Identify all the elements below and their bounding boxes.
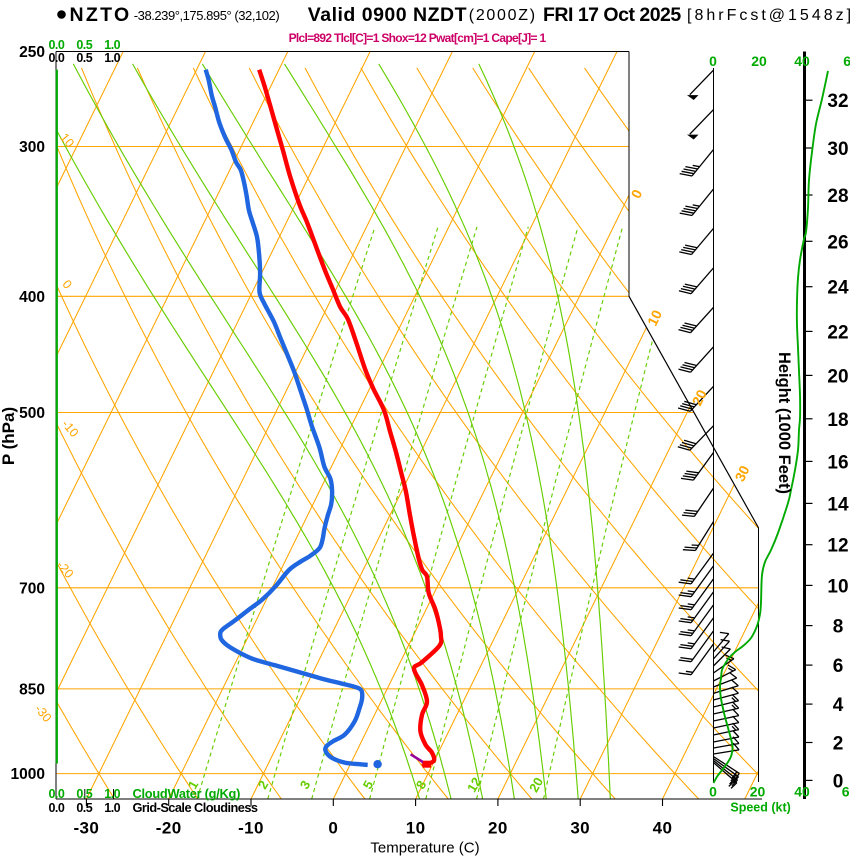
svg-text:40: 40	[794, 53, 810, 69]
svg-text:12: 12	[464, 775, 484, 795]
svg-text:18: 18	[827, 410, 848, 431]
svg-text:Plcl=892 Tlcl[C]=1 Shox=12 Pwa: Plcl=892 Tlcl[C]=1 Shox=12 Pwat[cm]=1 Ca…	[289, 31, 547, 45]
svg-text:28: 28	[827, 186, 848, 207]
svg-text:300: 300	[19, 139, 45, 156]
svg-text:20: 20	[750, 784, 766, 800]
svg-text:14: 14	[827, 494, 849, 515]
svg-text:12: 12	[827, 536, 848, 557]
svg-text:500: 500	[19, 405, 45, 422]
svg-text:NZTO: NZTO	[70, 4, 132, 26]
svg-text:0: 0	[833, 771, 844, 792]
svg-text:1.0: 1.0	[104, 801, 120, 815]
svg-text:20: 20	[751, 53, 767, 69]
svg-text:10: 10	[827, 576, 848, 597]
svg-text:(2000Z): (2000Z)	[469, 7, 537, 24]
svg-text:20: 20	[689, 387, 710, 408]
svg-text:Speed (kt): Speed (kt)	[730, 801, 790, 815]
svg-text:30: 30	[731, 463, 752, 484]
svg-text:1.0: 1.0	[104, 51, 120, 65]
svg-text:1000: 1000	[11, 766, 45, 783]
svg-text:10: 10	[644, 307, 665, 328]
svg-text:26: 26	[827, 232, 848, 253]
svg-text:0: 0	[709, 53, 717, 69]
svg-text:10: 10	[406, 819, 426, 838]
svg-text:16: 16	[827, 452, 848, 473]
svg-text:60: 60	[843, 53, 850, 69]
svg-text:30: 30	[570, 819, 590, 838]
svg-text:0.0: 0.0	[48, 38, 64, 52]
svg-text:20: 20	[827, 366, 848, 387]
svg-text:850: 850	[19, 681, 45, 698]
svg-text:-30: -30	[74, 819, 100, 838]
svg-text:1.0: 1.0	[104, 38, 120, 52]
svg-text:Grid-Scale Cloudiness: Grid-Scale Cloudiness	[133, 800, 258, 815]
svg-text:6: 6	[833, 656, 844, 677]
svg-text:-10: -10	[238, 819, 264, 838]
svg-text:400: 400	[19, 289, 45, 306]
svg-text:0.5: 0.5	[76, 801, 92, 815]
svg-text:Height (1000 Feet): Height (1000 Feet)	[775, 352, 793, 494]
svg-text:0.0: 0.0	[48, 787, 64, 801]
svg-text:20: 20	[488, 819, 508, 838]
svg-text:P (hPa): P (hPa)	[0, 407, 18, 465]
svg-text:-20: -20	[156, 819, 182, 838]
svg-text:2: 2	[833, 734, 844, 755]
svg-text:250: 250	[19, 44, 45, 61]
svg-text:CloudWater (g/Kg): CloudWater (g/Kg)	[133, 786, 241, 801]
svg-text:40: 40	[653, 819, 673, 838]
svg-text:0.0: 0.0	[48, 51, 64, 65]
svg-text:40: 40	[794, 784, 810, 800]
svg-text:0.5: 0.5	[76, 51, 92, 65]
svg-text:Valid 0900 NZDT: Valid 0900 NZDT	[308, 4, 467, 26]
svg-text:1.0: 1.0	[104, 787, 120, 801]
svg-text:20: 20	[526, 775, 546, 795]
svg-text:0: 0	[328, 819, 338, 838]
svg-text:FRI 17 Oct 2025: FRI 17 Oct 2025	[543, 4, 681, 26]
svg-text:0: 0	[709, 784, 717, 800]
svg-text:[8hrFcst@1548z]: [8hrFcst@1548z]	[687, 7, 850, 24]
svg-text:8: 8	[833, 617, 844, 638]
svg-text:22: 22	[827, 322, 848, 343]
svg-text:700: 700	[19, 580, 45, 597]
svg-text:Temperature (C): Temperature (C)	[370, 840, 479, 857]
svg-text:30: 30	[827, 139, 848, 160]
svg-text:32: 32	[827, 91, 848, 112]
svg-text:-38.239°,175.895° (32,102): -38.239°,175.895° (32,102)	[134, 8, 280, 23]
svg-text:0.5: 0.5	[76, 787, 92, 801]
svg-text:4: 4	[833, 695, 844, 716]
svg-text:60: 60	[842, 784, 850, 800]
svg-text:24: 24	[827, 278, 849, 299]
svg-text:0.5: 0.5	[76, 38, 92, 52]
svg-text:0.0: 0.0	[48, 801, 64, 815]
